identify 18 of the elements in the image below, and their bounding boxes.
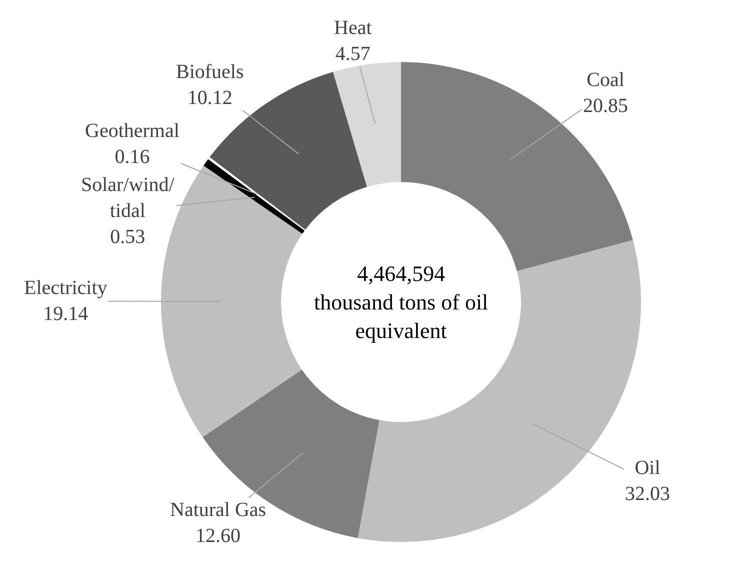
- data-label: 19.14: [43, 303, 88, 325]
- slice-label: Solar/wind/tidal: [81, 174, 175, 222]
- data-label: 32.03: [625, 483, 670, 505]
- data-label: 0.53: [110, 226, 146, 248]
- data-label: 4.57: [335, 43, 370, 65]
- data-label: 10.12: [187, 87, 232, 109]
- slice-label: Electricity: [24, 277, 108, 299]
- slice-label: Biofuels: [176, 61, 244, 83]
- slice-label: Oil: [634, 457, 661, 479]
- data-label: 20.85: [583, 95, 628, 117]
- donut-slice: [333, 62, 401, 187]
- text: 4,464,594 thousand tons of oil equivalent: [314, 261, 488, 344]
- data-label: 12.60: [196, 525, 241, 547]
- data-label: 0.16: [114, 146, 150, 168]
- slice-label: Natural Gas: [170, 499, 266, 521]
- slice-label: Heat: [334, 17, 372, 39]
- slice-label: Coal: [586, 69, 625, 91]
- slice-label: Geothermal: [85, 120, 180, 142]
